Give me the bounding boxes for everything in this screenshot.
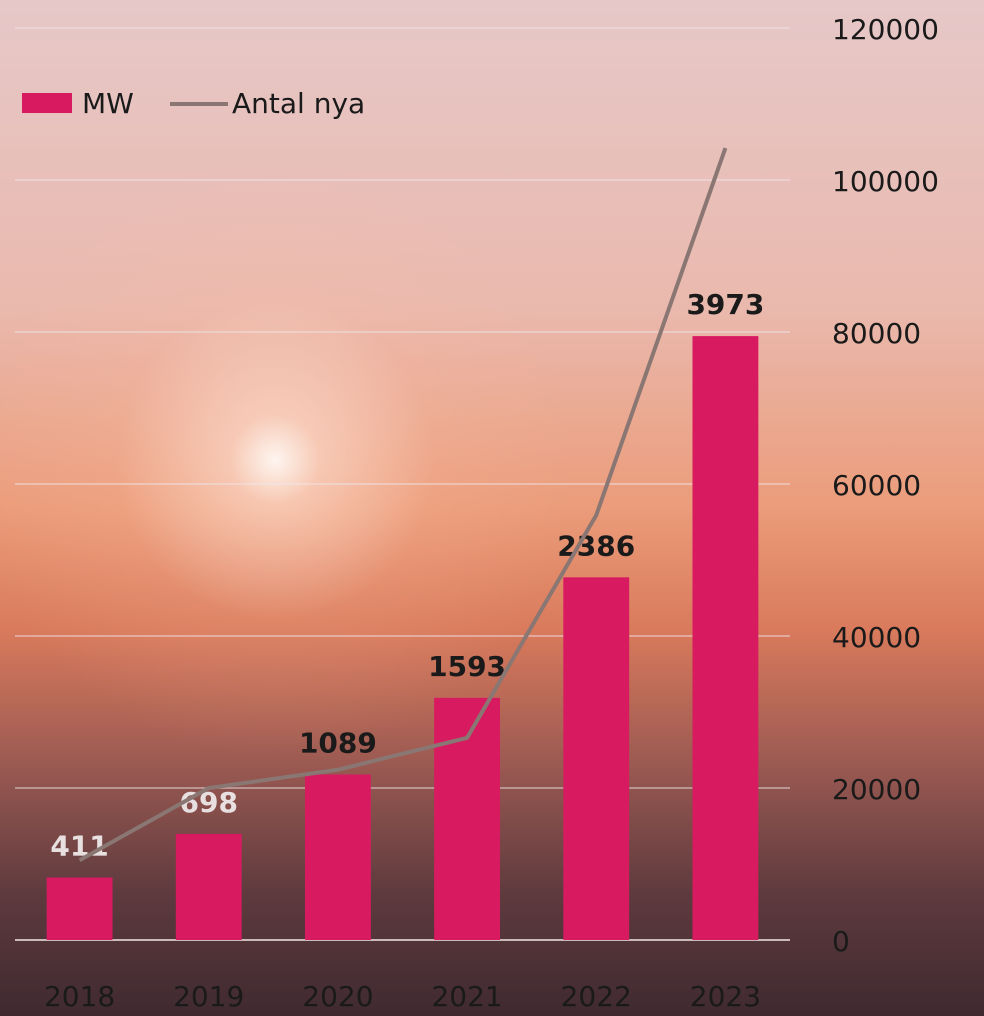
y2-tick-label: 20000 <box>832 773 921 806</box>
y2-tick-label: 100000 <box>832 165 939 198</box>
x-tick-label: 2019 <box>173 980 244 1013</box>
bar <box>175 833 242 940</box>
y2-tick-label: 60000 <box>832 469 921 502</box>
x-tick-label: 2021 <box>431 980 502 1013</box>
legend-swatch <box>22 93 72 113</box>
x-tick-label: 2022 <box>561 980 632 1013</box>
y2-tick-label: 80000 <box>832 317 921 350</box>
x-tick-label: 2018 <box>44 980 115 1013</box>
legend-label: MW <box>82 87 134 120</box>
line <box>78 147 728 862</box>
bar <box>46 877 113 940</box>
legend-label: Antal nya <box>232 87 365 120</box>
data-label: 1593 <box>428 650 506 683</box>
bar <box>692 336 759 940</box>
data-label: 2386 <box>557 529 635 562</box>
x-tick-label: 2020 <box>302 980 373 1013</box>
bar <box>304 774 371 940</box>
data-label: 411 <box>50 830 108 863</box>
y2-tick-label: 0 <box>832 925 850 958</box>
data-label: 698 <box>180 786 238 819</box>
x-tick-label: 2023 <box>690 980 761 1013</box>
y2-tick-label: 120000 <box>832 13 939 46</box>
data-label: 3973 <box>686 288 764 321</box>
bar <box>563 577 630 940</box>
data-label: 1089 <box>299 726 377 759</box>
y2-tick-label: 40000 <box>832 621 921 654</box>
